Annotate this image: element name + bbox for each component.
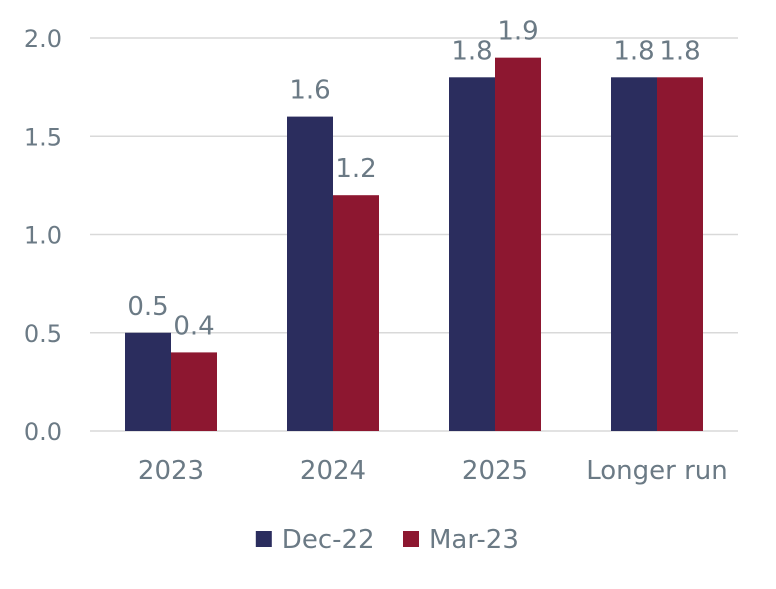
y-tick-label: 1.0	[24, 222, 62, 250]
data-label: 0.4	[173, 311, 214, 341]
bar	[449, 77, 495, 432]
legend-swatch	[403, 531, 419, 547]
legend-swatch	[255, 531, 272, 547]
bar	[495, 57, 541, 432]
legend-label: Mar-23	[429, 525, 519, 555]
data-label: 1.8	[451, 36, 492, 66]
bar	[657, 77, 703, 432]
y-tick-label: 1.5	[24, 123, 62, 151]
data-label: 1.2	[335, 154, 376, 184]
bar	[287, 116, 333, 431]
x-tick-label: 2024	[300, 456, 366, 486]
data-label: 1.9	[497, 17, 538, 47]
bar	[333, 195, 379, 431]
x-tick-label: 2023	[138, 456, 204, 486]
data-label: 1.6	[289, 76, 330, 106]
data-label: 0.5	[127, 292, 168, 322]
data-label: 1.8	[613, 36, 654, 66]
y-axis-ticks: 0.0 0.5 1.0 1.5 2.0	[24, 25, 62, 446]
x-tick-label: 2025	[462, 456, 528, 486]
legend: Dec-22 Mar-23	[255, 525, 519, 555]
legend-label: Dec-22	[282, 525, 375, 555]
y-tick-label: 2.0	[24, 25, 62, 53]
data-label: 1.8	[659, 36, 700, 66]
x-axis-labels: 2023 2024 2025 Longer run	[138, 456, 728, 486]
x-tick-label: Longer run	[586, 456, 728, 486]
bar	[171, 352, 217, 431]
bars	[125, 57, 703, 432]
y-tick-label: 0.0	[24, 418, 62, 446]
bar	[611, 77, 657, 432]
bar	[125, 332, 171, 431]
data-labels: 0.50.41.61.21.81.91.8 1.8	[127, 17, 700, 342]
y-tick-label: 0.5	[24, 320, 62, 348]
